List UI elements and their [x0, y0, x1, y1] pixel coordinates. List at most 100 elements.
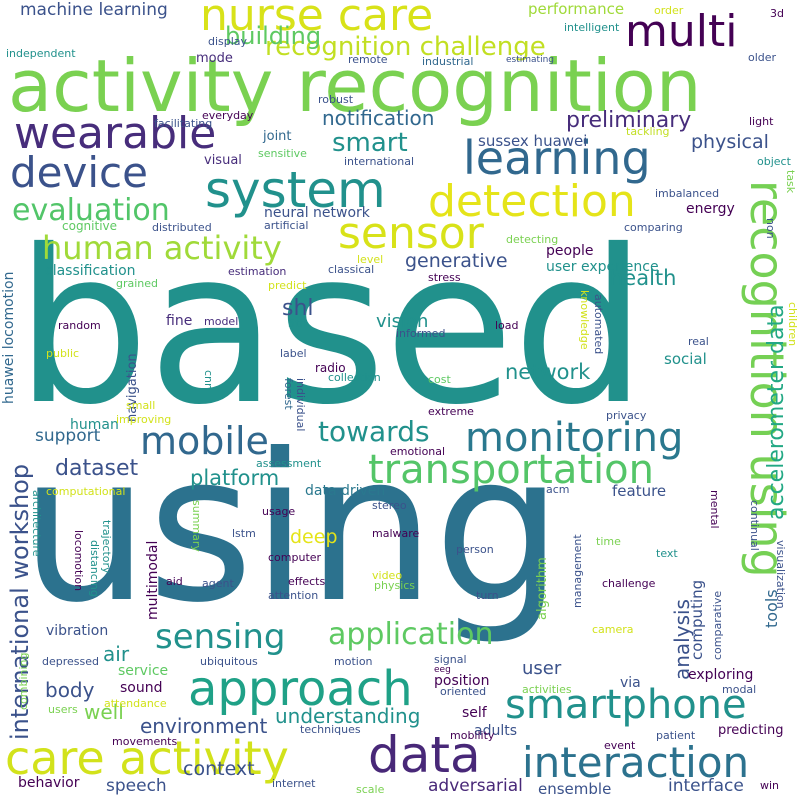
word: event — [604, 739, 636, 752]
word: cognitive — [62, 219, 118, 233]
word: stereo — [372, 499, 407, 512]
word: challenge — [602, 577, 656, 590]
word: usage — [262, 505, 296, 518]
word: detection — [428, 176, 636, 227]
word: context — [183, 758, 255, 780]
word: speech — [106, 776, 167, 796]
word: win — [760, 779, 780, 792]
word: behavior — [18, 775, 80, 791]
word: human — [70, 417, 119, 433]
word: attention — [268, 589, 319, 602]
word: summary — [190, 500, 203, 552]
word: model — [204, 315, 239, 328]
word: scale — [356, 783, 385, 796]
word: predict — [268, 279, 307, 292]
word: adversarial — [428, 776, 523, 796]
word: using — [20, 411, 563, 648]
word: interaction — [522, 738, 750, 787]
word: light — [749, 115, 774, 128]
word: detecting — [506, 233, 559, 246]
word: service — [118, 663, 169, 679]
word: dataset — [55, 456, 139, 481]
word: exploring — [688, 667, 754, 683]
word: mental — [708, 490, 721, 529]
word: health — [610, 266, 677, 290]
word: intelligent — [564, 21, 620, 34]
word: person — [456, 543, 494, 556]
word: patient — [656, 729, 696, 742]
word: architecture — [30, 490, 43, 557]
word: tackling — [626, 125, 670, 138]
word: mobility — [450, 729, 495, 742]
word: management — [571, 534, 584, 608]
word: smartphone — [505, 682, 747, 728]
word: comparative — [711, 590, 724, 660]
word: assessment — [256, 457, 322, 470]
word: public — [46, 347, 80, 360]
word: interface — [668, 776, 744, 796]
word: sound — [120, 680, 163, 696]
word: everyday — [202, 109, 254, 122]
word: sensor — [338, 208, 484, 259]
word: ubiquitous — [200, 655, 258, 668]
word: estimation — [228, 265, 287, 278]
word: algorithm — [535, 557, 550, 620]
word: neural network — [264, 205, 370, 221]
word: monitoring — [465, 415, 684, 461]
word: computer — [268, 551, 322, 564]
word: position — [434, 673, 490, 689]
word: label — [280, 347, 307, 360]
word: estimating — [506, 55, 554, 65]
word: real — [688, 335, 709, 348]
word: aid — [166, 575, 183, 588]
word: classification — [45, 263, 136, 279]
word: network — [505, 360, 591, 384]
word: user — [522, 658, 562, 679]
word: via — [620, 675, 641, 691]
word: locomotion — [72, 530, 85, 592]
word: machine learning — [20, 0, 168, 20]
word: accelerometer data — [764, 304, 789, 520]
word: energy — [686, 201, 735, 217]
word: evaluation — [12, 193, 170, 228]
word: international — [344, 155, 415, 168]
word: independent — [6, 47, 76, 60]
word: mobile — [140, 419, 269, 463]
word: attendance — [104, 697, 167, 710]
word: comparing — [624, 221, 683, 234]
word: wearable — [14, 108, 217, 159]
word: automated — [592, 294, 605, 355]
word: distributed — [152, 221, 212, 234]
word: user experience — [546, 259, 659, 275]
word: trajectory — [100, 520, 113, 574]
word: industrial — [422, 55, 474, 68]
word: signal — [434, 653, 467, 666]
word: support — [35, 426, 101, 446]
word: body — [45, 678, 95, 702]
word: sensing — [155, 617, 286, 657]
word: acm — [546, 483, 570, 496]
word: vision — [376, 311, 429, 332]
word: based — [15, 204, 647, 451]
word: motion — [334, 655, 373, 668]
word: joint — [263, 129, 292, 144]
word: depressed — [42, 655, 99, 668]
word: combining — [17, 652, 30, 710]
word: nurse care — [200, 0, 434, 41]
word: system — [205, 161, 386, 219]
word: techniques — [300, 723, 361, 736]
word: ensemble — [538, 780, 612, 798]
word: approach — [188, 661, 413, 717]
word: deep — [290, 526, 338, 548]
word: camera — [592, 623, 634, 636]
word: application — [328, 617, 494, 652]
word: privacy — [606, 409, 647, 422]
word: display — [208, 35, 248, 48]
word: vibration — [46, 623, 109, 639]
word: understanding — [275, 704, 421, 728]
word: grained — [116, 277, 159, 290]
word: adults — [474, 723, 518, 739]
word: classical — [328, 263, 375, 276]
word: informed — [396, 327, 446, 340]
